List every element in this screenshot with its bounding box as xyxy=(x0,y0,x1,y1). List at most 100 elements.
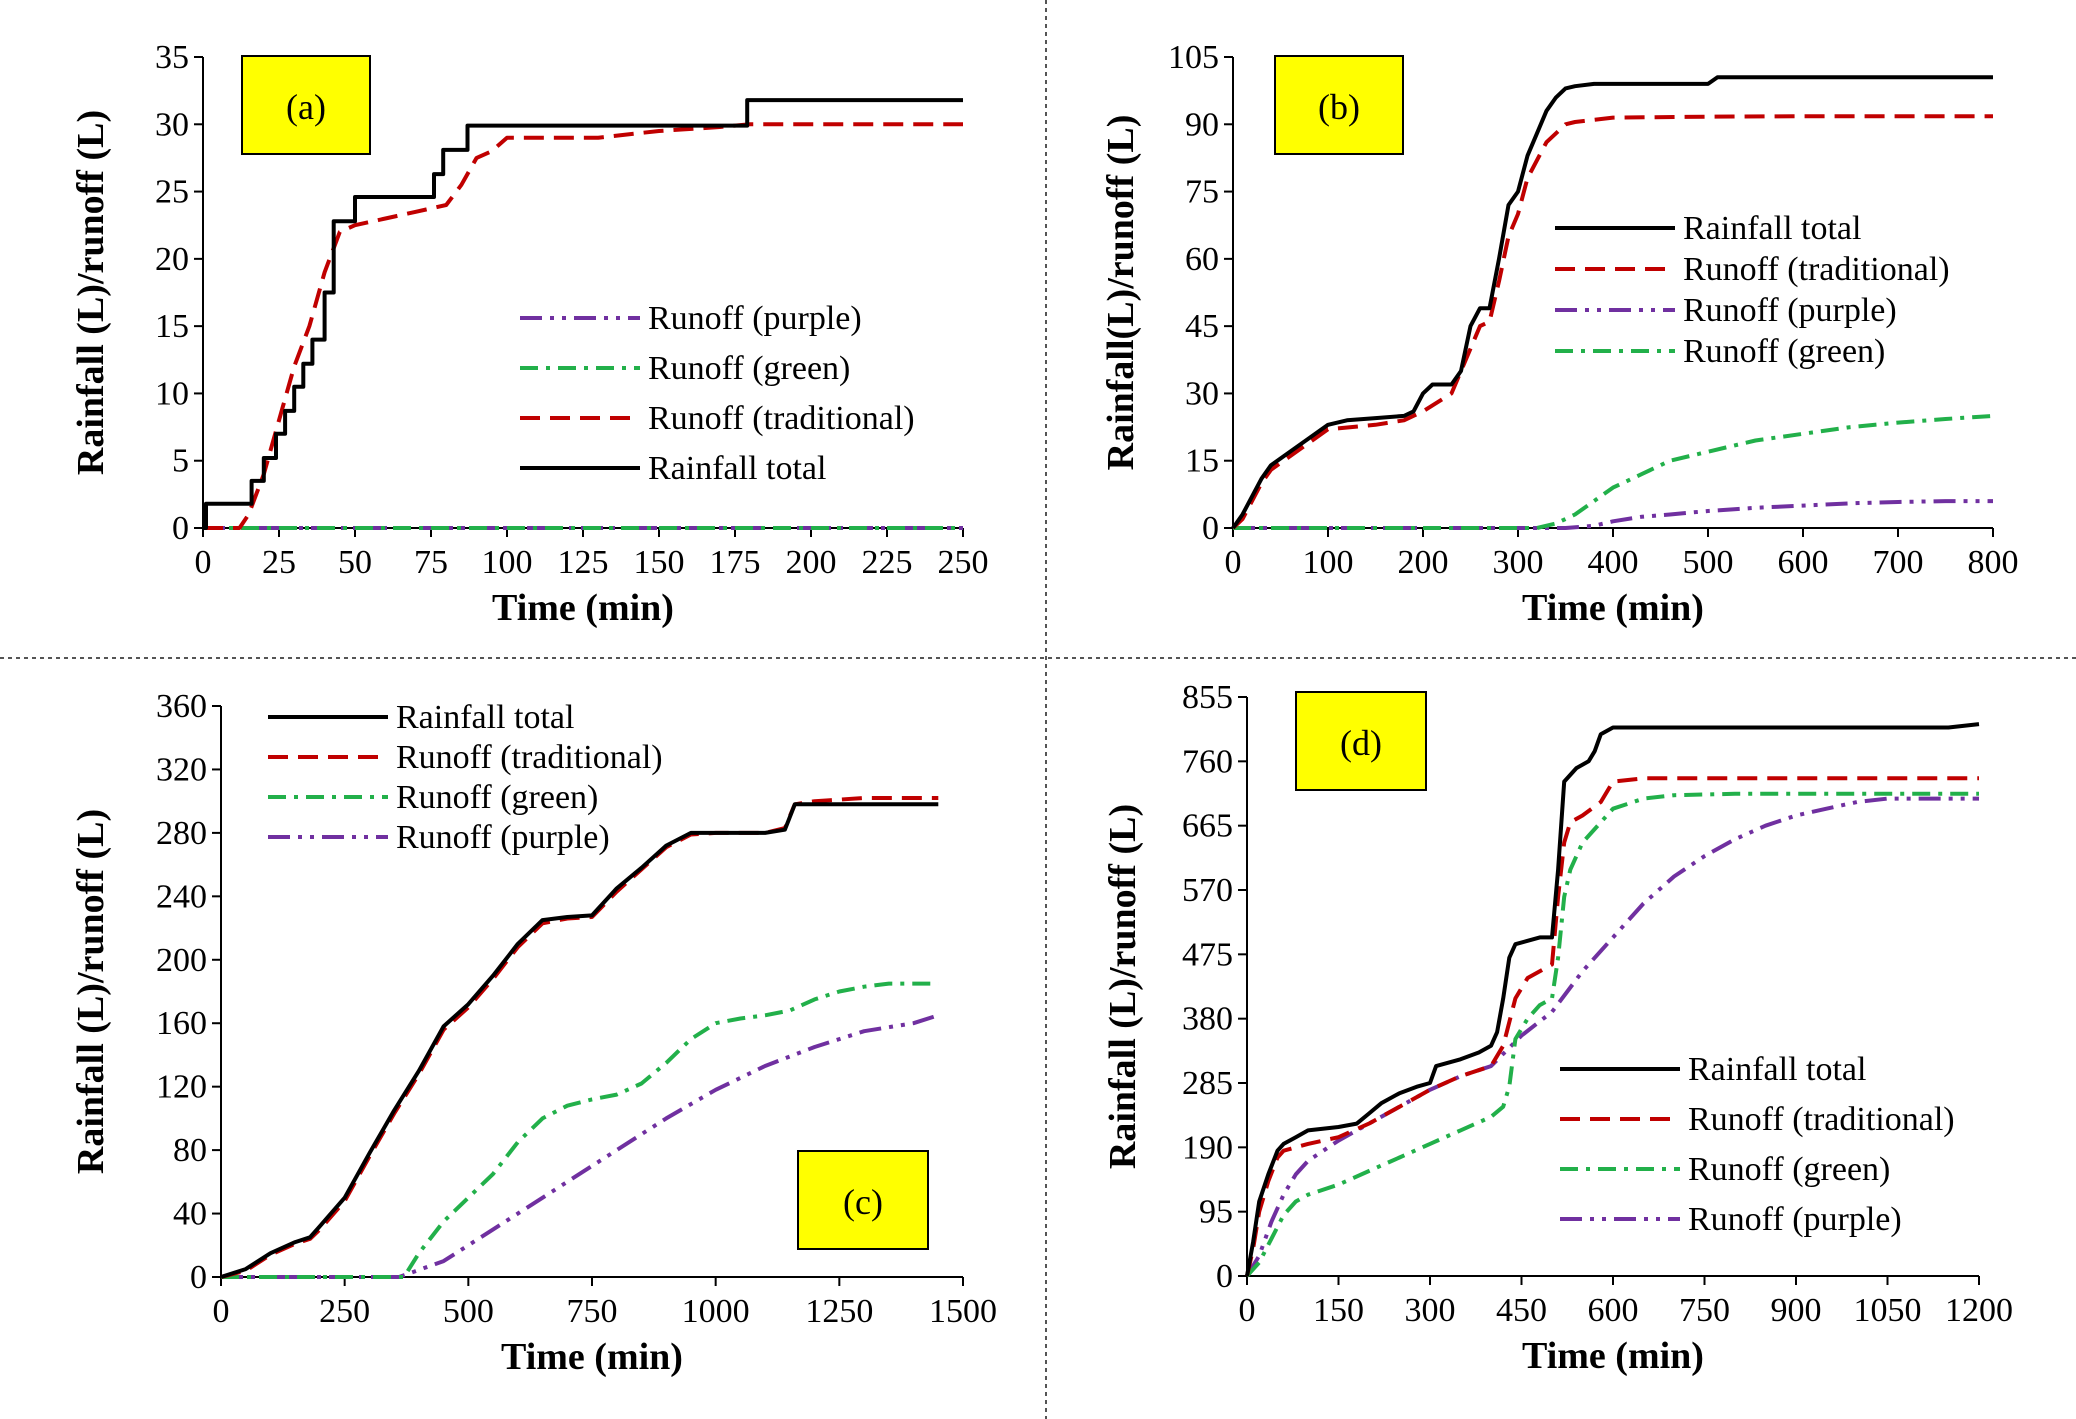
legend-label-green: Runoff (green) xyxy=(1688,1151,1890,1188)
y-tick-label: 190 xyxy=(1182,1129,1233,1166)
x-axis-title: Time (min) xyxy=(1522,1335,1704,1377)
x-tick-label: 1050 xyxy=(1854,1292,1922,1329)
legend-label-rainfall: Rainfall total xyxy=(648,450,826,487)
panel-label: (c) xyxy=(843,1182,883,1222)
y-tick-label: 120 xyxy=(156,1069,207,1106)
x-tick-label: 450 xyxy=(1496,1292,1547,1329)
x-tick-label: 300 xyxy=(1493,544,1544,581)
legend-label-purple: Runoff (purple) xyxy=(648,300,862,337)
series-line-green xyxy=(221,981,939,1279)
series-line-traditional xyxy=(203,122,963,530)
x-axis-title: Time (min) xyxy=(1522,587,1704,629)
series-line-purple xyxy=(1245,796,1979,1278)
x-tick-label: 200 xyxy=(1398,544,1449,581)
x-tick-label: 150 xyxy=(1313,1292,1364,1329)
y-tick-label: 0 xyxy=(172,510,189,547)
x-tick-label: 750 xyxy=(1679,1292,1730,1329)
legend-label-traditional: Runoff (traditional) xyxy=(1683,251,1950,288)
x-tick-label: 125 xyxy=(558,544,609,581)
legend-label-traditional: Runoff (traditional) xyxy=(648,400,915,437)
legend-label-green: Runoff (green) xyxy=(648,350,850,387)
y-tick-label: 80 xyxy=(173,1132,207,1169)
y-axis-title: Rainfall(L)/runoff (L) xyxy=(1100,115,1142,471)
x-tick-label: 150 xyxy=(634,544,685,581)
x-tick-label: 600 xyxy=(1778,544,1829,581)
x-tick-label: 225 xyxy=(862,544,913,581)
x-tick-label: 0 xyxy=(213,1293,230,1330)
x-tick-label: 900 xyxy=(1771,1292,1822,1329)
y-tick-label: 380 xyxy=(1182,1001,1233,1038)
y-tick-label: 60 xyxy=(1185,241,1219,278)
x-tick-label: 100 xyxy=(1303,544,1354,581)
x-tick-label: 1250 xyxy=(805,1293,873,1330)
x-tick-label: 400 xyxy=(1588,544,1639,581)
y-tick-label: 105 xyxy=(1168,39,1219,76)
x-tick-label: 500 xyxy=(443,1293,494,1330)
x-tick-label: 1500 xyxy=(929,1293,997,1330)
y-tick-label: 25 xyxy=(155,174,189,211)
x-tick-label: 75 xyxy=(414,544,448,581)
x-tick-label: 100 xyxy=(482,544,533,581)
x-tick-label: 750 xyxy=(567,1293,618,1330)
x-tick-label: 1000 xyxy=(682,1293,750,1330)
y-tick-label: 30 xyxy=(155,106,189,143)
y-tick-label: 15 xyxy=(155,308,189,345)
x-tick-label: 300 xyxy=(1405,1292,1456,1329)
x-axis-title: Time (min) xyxy=(492,587,674,629)
y-tick-label: 760 xyxy=(1182,743,1233,780)
y-tick-label: 475 xyxy=(1182,936,1233,973)
panel-label-box xyxy=(1274,55,1404,155)
legend-label-purple: Runoff (purple) xyxy=(396,819,610,856)
x-tick-label: 700 xyxy=(1873,544,1924,581)
y-tick-label: 160 xyxy=(156,1005,207,1042)
x-tick-label: 250 xyxy=(319,1293,370,1330)
legend-label-purple: Runoff (purple) xyxy=(1688,1201,1902,1238)
x-tick-label: 1200 xyxy=(1945,1292,2013,1329)
chart-panels: 0 25 50 75 100 125 150 175 200 225 250051015202530… xyxy=(70,39,2019,1378)
legend-label-green: Runoff (green) xyxy=(1683,333,1885,370)
legend-label-rainfall: Rainfall total xyxy=(396,699,574,736)
y-tick-label: 40 xyxy=(173,1196,207,1233)
y-tick-label: 15 xyxy=(1185,443,1219,480)
y-tick-label: 75 xyxy=(1185,174,1219,211)
x-tick-label: 800 xyxy=(1968,544,2019,581)
x-axis-title: Time (min) xyxy=(501,1336,683,1378)
chart-panel-b: 0 100 200 300 400 500 600 700 800 0 15 30 45 60 75 90 10… xyxy=(1100,39,2019,629)
legend-label-rainfall: Rainfall total xyxy=(1683,210,1861,247)
panel-label: (d) xyxy=(1340,723,1382,763)
y-tick-label: 570 xyxy=(1182,872,1233,909)
series-line-purple xyxy=(221,1013,939,1279)
legend-label-rainfall: Rainfall total xyxy=(1688,1051,1866,1088)
panel-label-box xyxy=(241,55,371,155)
x-tick-label: 25 xyxy=(262,544,296,581)
y-tick-label: 95 xyxy=(1199,1194,1233,1231)
series-line-rainfall xyxy=(1245,722,1980,1277)
legend: Runoff (purple) Runoff (green) Runoff (tra… xyxy=(520,300,915,487)
series-line-green xyxy=(1233,413,1994,530)
y-tick-label: 0 xyxy=(1202,510,1219,547)
x-tick-label: 175 xyxy=(710,544,761,581)
legend-label-traditional: Runoff (traditional) xyxy=(396,739,663,776)
legend: Rainfall total Runoff (traditional) Runoff… xyxy=(1560,1051,1955,1238)
y-tick-label: 665 xyxy=(1182,808,1233,845)
legend-label-traditional: Runoff (traditional) xyxy=(1688,1101,1955,1138)
y-tick-label: 360 xyxy=(156,688,207,725)
y-tick-label: 280 xyxy=(156,815,207,852)
x-tick-label: 200 xyxy=(786,544,837,581)
y-tick-label: 90 xyxy=(1185,106,1219,143)
panel-label-box xyxy=(1295,691,1427,791)
y-tick-label: 0 xyxy=(1216,1258,1233,1295)
x-tick-label: 0 xyxy=(1225,544,1242,581)
series-line-traditional xyxy=(1231,114,1993,530)
series-line-rainfall xyxy=(203,98,963,530)
x-tick-label: 0 xyxy=(195,544,212,581)
y-tick-label: 240 xyxy=(156,878,207,915)
x-tick-label: 0 xyxy=(1239,1292,1256,1329)
y-tick-label: 45 xyxy=(1185,308,1219,345)
x-tick-label: 500 xyxy=(1683,544,1734,581)
legend: Rainfall total Runoff (traditional) Runoff… xyxy=(1555,210,1950,370)
y-tick-label: 20 xyxy=(155,241,189,278)
series-line-purple xyxy=(1233,499,1993,530)
panel-label: (b) xyxy=(1318,87,1360,127)
